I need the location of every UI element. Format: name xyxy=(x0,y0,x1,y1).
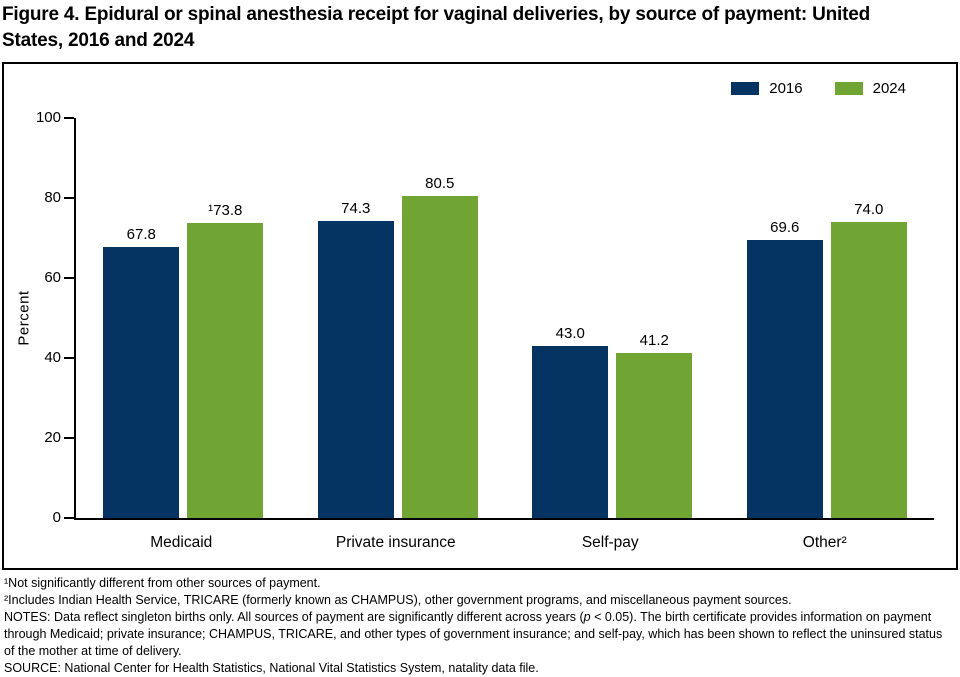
bar-2024: ¹73.8 xyxy=(187,202,264,518)
notes-p-italic: p xyxy=(583,610,591,624)
y-tick xyxy=(64,117,74,119)
bar-value-label: 74.3 xyxy=(341,199,371,217)
bar-value-label: 43.0 xyxy=(555,325,585,342)
figure-title-line2: States, 2016 and 2024 xyxy=(2,30,195,51)
bar-2016: 69.6 xyxy=(746,219,823,518)
y-tick xyxy=(64,277,74,279)
y-tick xyxy=(64,517,74,519)
notes-text-post: < 0.05). The birth certificate provides … xyxy=(4,610,943,658)
bar-group: 43.0 41.2 xyxy=(505,118,720,518)
legend-label: 2016 xyxy=(769,80,803,97)
bar-2024: 74.0 xyxy=(830,201,907,518)
figure-title: Figure 4. Epidural or spinal anesthesia … xyxy=(2,2,956,54)
bar-group: 74.3 80.5 xyxy=(291,118,506,518)
bar-value-label: ¹73.8 xyxy=(208,201,243,219)
x-axis-category-labels: Medicaid Private insurance Self-pay Other² xyxy=(74,534,932,552)
footnote-1: ¹Not significantly different from other … xyxy=(4,576,321,590)
legend-item: 2016 xyxy=(731,80,803,97)
bar-value-label: 69.6 xyxy=(770,218,800,236)
footnote-2: ²Includes Indian Health Service, TRICARE… xyxy=(4,593,792,607)
category-label: Other² xyxy=(802,534,847,551)
category-label: Medicaid xyxy=(150,534,213,551)
category-label: Self-pay xyxy=(581,534,639,551)
figure-title-line1: Figure 4. Epidural or spinal anesthesia … xyxy=(2,4,870,25)
chart-frame: 2016 2024 Percent 67.8 ¹73.8 74.3 80.5 43.0 41… xyxy=(2,62,958,570)
y-axis-title: Percent xyxy=(15,290,33,346)
y-tick-label: 40 xyxy=(44,349,61,366)
bar-2024: 41.2 xyxy=(616,332,693,518)
bar-value-label: 74.0 xyxy=(854,201,884,218)
y-tick xyxy=(64,437,74,439)
notes-text-pre: NOTES: Data reflect singleton births onl… xyxy=(4,610,584,624)
footnote-notes: NOTES: Data reflect singleton births onl… xyxy=(4,609,954,660)
legend-item: 2024 xyxy=(834,80,906,97)
plot-area: 67.8 ¹73.8 74.3 80.5 43.0 41.2 69.6 74.0 0 20 40 6… xyxy=(36,109,934,526)
bar-group: 67.8 ¹73.8 xyxy=(76,118,291,518)
bar-group: 69.6 74.0 xyxy=(720,118,935,518)
y-tick-label: 80 xyxy=(44,189,61,206)
bar-2024: 80.5 xyxy=(401,175,478,518)
y-tick xyxy=(64,357,74,359)
bar-groups: 67.8 ¹73.8 74.3 80.5 43.0 41.2 69.6 74.0 xyxy=(76,118,934,518)
bar-2016: 74.3 xyxy=(317,200,394,518)
footnote-source: SOURCE: National Center for Health Stati… xyxy=(4,661,539,675)
bar-value-label: 41.2 xyxy=(639,332,669,350)
y-tick xyxy=(64,197,74,199)
legend-swatch-icon xyxy=(731,82,760,95)
y-tick-label: 100 xyxy=(35,109,61,126)
bar-2016: 67.8 xyxy=(103,226,180,518)
footnotes: ¹Not significantly different from other … xyxy=(4,575,954,677)
bar-value-label: 80.5 xyxy=(425,175,455,192)
category-label: Private insurance xyxy=(335,534,456,551)
chart-legend: 2016 2024 xyxy=(731,80,906,97)
y-tick-label: 60 xyxy=(44,269,61,286)
y-tick-label: 20 xyxy=(44,429,61,446)
y-tick-label: 0 xyxy=(52,509,61,526)
legend-label: 2024 xyxy=(872,80,906,97)
legend-swatch-icon xyxy=(834,82,863,95)
bar-value-label: 67.8 xyxy=(126,225,156,243)
bar-2016: 43.0 xyxy=(532,325,609,518)
